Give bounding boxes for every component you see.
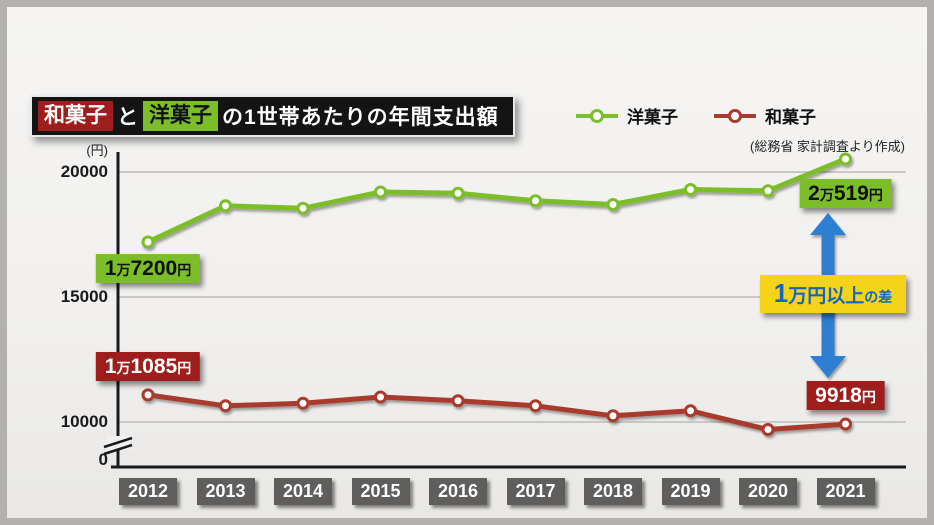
- data-point-marker: [761, 423, 775, 436]
- x-axis-year-box-2020: 2020: [739, 478, 797, 505]
- series-line: [145, 392, 848, 432]
- data-point-marker: [839, 152, 852, 166]
- y-tick-label: 0: [98, 450, 108, 469]
- data-point-marker: [374, 390, 387, 404]
- data-point-marker: [296, 201, 310, 215]
- data-point-marker: [529, 399, 542, 413]
- x-axis-year-box-2018: 2018: [584, 478, 642, 505]
- data-point-marker: [606, 198, 620, 211]
- data-point-marker: [374, 185, 387, 199]
- axis-break-mark: [103, 443, 133, 456]
- data-point-marker: [606, 409, 620, 423]
- difference-arrow: [810, 213, 846, 378]
- legend-item-yogashi: 洋菓子: [576, 103, 678, 128]
- data-point-marker: [141, 235, 155, 249]
- title-yogashi-highlight: 洋菓子: [143, 100, 218, 132]
- chart-title: 和菓子 と 洋菓子 の1世帯あたりの年間支出額: [30, 95, 515, 137]
- data-point-marker: [684, 183, 697, 196]
- x-axis-year-box-2016: 2016: [429, 478, 487, 505]
- data-point-marker: [684, 404, 697, 418]
- legend-label-yogashi: 洋菓子: [627, 108, 678, 127]
- data-point-marker: [451, 394, 465, 408]
- x-axis-year-box-2015: 2015: [351, 478, 410, 505]
- y-axis-unit-label: (円): [86, 143, 108, 158]
- arrow-head-up-icon: [810, 213, 846, 235]
- series-洋菓子: [141, 152, 852, 249]
- wagashi-line-marker-icon: [714, 108, 756, 123]
- data-point-marker: [451, 186, 465, 200]
- arrow-head-down-icon: [810, 356, 846, 378]
- title-connector: と: [117, 106, 139, 129]
- y-tick-label: 20000: [60, 162, 108, 181]
- data-point-marker: [219, 199, 232, 213]
- arrow-shaft: [821, 234, 835, 358]
- legend-label-wagashi: 和菓子: [765, 108, 816, 127]
- x-axis-year-box-2012: 2012: [119, 478, 177, 505]
- data-point-marker: [141, 388, 155, 402]
- legend: 洋菓子 和菓子: [576, 103, 816, 128]
- data-point-marker: [839, 417, 852, 431]
- data-point-marker: [296, 396, 310, 410]
- x-axis-year-box-2021: 2021: [816, 478, 875, 505]
- title-rest: の1世帯あたりの年間支出額: [222, 106, 499, 129]
- series-line: [145, 156, 848, 245]
- series-和菓子: [141, 388, 852, 436]
- x-axis-year-box-2013: 2013: [196, 478, 255, 505]
- y-tick-label: 15000: [60, 287, 108, 306]
- x-axis-year-box-2017: 2017: [506, 478, 565, 505]
- y-tick-label: 10000: [60, 412, 108, 431]
- axis-break-mark: [103, 436, 133, 449]
- data-point-marker: [529, 194, 542, 208]
- data-point-marker: [219, 399, 232, 413]
- source-note: (総務省 家計調査より作成): [749, 139, 905, 154]
- yogashi-line-marker-icon: [576, 108, 618, 123]
- title-wagashi-highlight: 和菓子: [38, 100, 113, 132]
- legend-item-wagashi: 和菓子: [714, 103, 816, 128]
- x-axis-year-box-2019: 2019: [661, 478, 720, 505]
- data-point-marker: [761, 184, 775, 198]
- x-axis-year-box-2014: 2014: [274, 478, 332, 505]
